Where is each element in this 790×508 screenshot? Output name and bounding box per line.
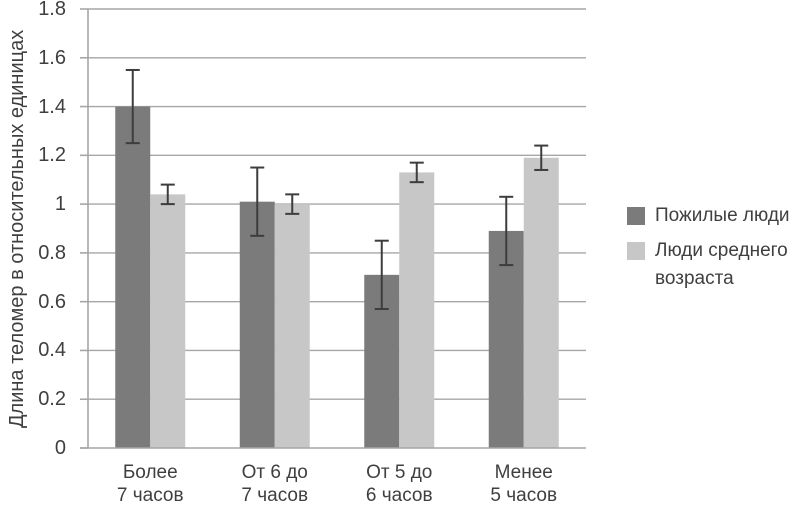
bar: [150, 194, 186, 448]
y-tick-label: 0.6: [38, 290, 66, 313]
legend-label-elderly: Пожилые люди: [655, 205, 790, 226]
legend-item-elderly: Пожилые люди: [627, 202, 790, 230]
y-tick-label: 1.6: [38, 46, 66, 69]
bar: [239, 201, 275, 448]
y-axis-tick-labels: 0 0.2 0.4 0.6 0.8 1 1.2 1.4 1.6 1.8: [0, 0, 66, 508]
y-tick-label: 0.2: [38, 388, 66, 411]
y-tick-label: 1.4: [38, 95, 66, 118]
bar: [523, 157, 559, 448]
bar: [399, 172, 435, 448]
x-category-label: Менее 5 часов: [490, 462, 558, 506]
legend: Пожилые люди Люди среднего возраста: [627, 202, 790, 300]
x-category-label: От 6 до 7 часов: [241, 462, 309, 506]
bar: [115, 106, 151, 449]
x-category-label: Более 7 часов: [116, 462, 184, 506]
y-tick-label: 0.4: [38, 339, 66, 362]
legend-swatch-elderly: [627, 207, 645, 225]
x-category-label: От 5 до 6 часов: [365, 462, 433, 506]
legend-item-middle-aged: Люди среднего возраста: [627, 237, 790, 293]
legend-swatch-middle-aged: [627, 242, 645, 260]
y-tick-label: 0.8: [38, 241, 66, 264]
bar: [488, 230, 524, 448]
y-tick-label: 1.8: [38, 0, 66, 20]
y-tick-label: 1.2: [38, 144, 66, 167]
bar: [274, 204, 310, 448]
legend-label-middle-aged: Люди среднего возраста: [655, 240, 788, 289]
y-tick-label: 0: [54, 437, 66, 459]
y-tick-label: 1: [54, 193, 66, 216]
